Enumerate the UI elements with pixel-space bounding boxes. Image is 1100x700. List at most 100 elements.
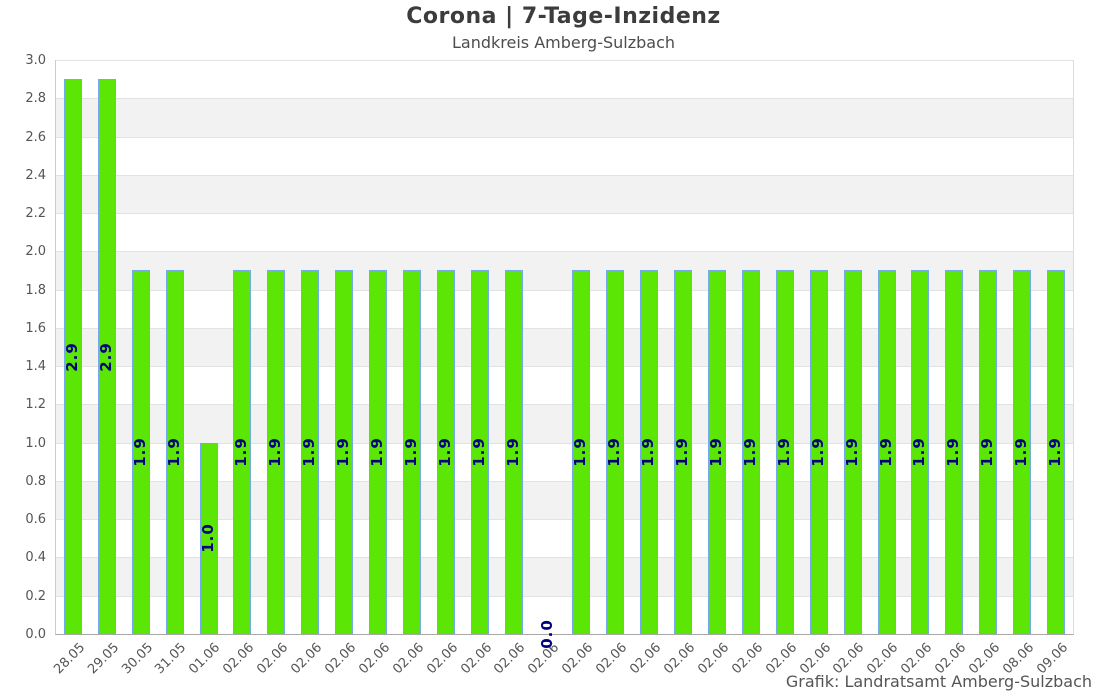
bar: [911, 270, 930, 634]
bar: [402, 270, 421, 634]
bar-value-label: 1.9: [571, 437, 590, 468]
plot-band: [56, 136, 1073, 175]
x-tick-label: 02.06: [220, 640, 258, 678]
bar-value-label: 0.0: [537, 619, 556, 649]
y-tick-label: 2.8: [25, 91, 46, 107]
bar: [674, 270, 693, 634]
bar: [97, 79, 116, 634]
bar: [877, 270, 896, 634]
bar-value-label: 1.9: [842, 437, 861, 468]
bar-value-label: 1.9: [401, 437, 420, 468]
x-tick-label: 29.05: [84, 640, 122, 678]
y-tick-label: 1.6: [25, 320, 46, 336]
plot-band: [56, 289, 1073, 328]
bar: [165, 270, 184, 634]
x-tick-label: 02.06: [661, 640, 699, 678]
bar-value-label: 1.9: [469, 437, 488, 468]
y-tick-label: 2.2: [25, 206, 46, 222]
bar: [131, 270, 150, 634]
bar-value-label: 1.9: [1046, 437, 1065, 468]
x-tick-label: 02.06: [728, 640, 766, 678]
bar: [775, 270, 794, 634]
x-tick-label: 02.06: [627, 640, 665, 678]
bar-value-label: 1.9: [334, 437, 353, 468]
bar-value-label: 1.9: [1012, 437, 1031, 468]
bar: [470, 270, 489, 634]
y-tick-label: 2.4: [25, 167, 46, 183]
bar-value-label: 1.9: [639, 437, 658, 468]
x-tick-label: 31.05: [152, 640, 190, 678]
bar-value-label: 1.9: [707, 437, 726, 468]
bar: [1013, 270, 1032, 634]
bar-value-label: 1.9: [232, 437, 251, 468]
x-tick-label: 02.06: [593, 640, 631, 678]
bar: [436, 270, 455, 634]
plot-band: [56, 557, 1073, 596]
bar-value-label: 1.9: [978, 437, 997, 468]
y-tick-label: 0.6: [25, 512, 46, 528]
bar-value-label: 1.9: [503, 437, 522, 468]
bar: [606, 270, 625, 634]
plot-band: [56, 595, 1073, 634]
plot-band: [56, 480, 1073, 520]
bar: [233, 270, 252, 634]
bar: [843, 270, 862, 634]
y-tick-label: 1.4: [25, 359, 46, 375]
y-tick-label: 0.8: [25, 473, 46, 489]
y-tick-label: 1.0: [25, 435, 46, 451]
bar: [572, 270, 591, 634]
plot-band: [56, 98, 1073, 137]
bar-value-label: 1.9: [774, 437, 793, 468]
bar-value-label: 1.9: [368, 437, 387, 468]
bar-value-label: 1.9: [944, 437, 963, 468]
bar-value-label: 1.9: [808, 437, 827, 468]
bar: [63, 79, 82, 634]
bar: [504, 270, 523, 634]
plot-band: [56, 519, 1073, 558]
bar: [335, 270, 354, 634]
bar-value-label: 1.9: [605, 437, 624, 468]
x-tick-label: 02.06: [457, 640, 495, 678]
bar: [199, 442, 218, 634]
chart-title: Corona | 7-Tage-Inzidenz: [406, 4, 721, 29]
plot-band: [56, 251, 1073, 290]
bar: [640, 270, 659, 634]
bar-value-label: 2.9: [96, 341, 115, 372]
x-tick-label: 02.06: [288, 640, 326, 678]
plot-band: [56, 366, 1073, 405]
y-tick-label: 1.2: [25, 397, 46, 413]
x-tick-label: 02.06: [389, 640, 427, 678]
bar: [945, 270, 964, 634]
plot-band: [56, 213, 1073, 252]
bar: [741, 270, 760, 634]
bar: [1047, 270, 1066, 634]
bar: [809, 270, 828, 634]
chart-subtitle: Landkreis Amberg-Sulzbach: [451, 33, 675, 52]
y-tick-label: 1.8: [25, 282, 46, 298]
bar-value-label: 1.9: [164, 437, 183, 468]
y-tick-label: 2.6: [25, 129, 46, 145]
x-tick-label: 02.06: [423, 640, 461, 678]
bar-value-label: 1.9: [435, 437, 454, 468]
y-tick-label: 0.0: [25, 627, 46, 642]
x-tick-label: 02.06: [491, 640, 529, 678]
attribution-text: Grafik: Landratsamt Amberg-Sulzbach: [785, 672, 1092, 691]
bar: [267, 270, 286, 634]
x-tick-label: 02.06: [695, 640, 732, 678]
x-tick-label: 01.06: [186, 640, 224, 678]
x-tick-label: 30.05: [118, 640, 156, 678]
x-tick-label: 28.05: [50, 640, 88, 678]
plot-band: [56, 442, 1073, 481]
bar: [979, 270, 998, 634]
x-tick-label: 02.06: [356, 640, 393, 678]
bar-value-label: 1.9: [876, 437, 895, 468]
bar-value-label: 1.9: [740, 437, 759, 468]
bar-value-label: 1.9: [130, 437, 149, 468]
y-tick-label: 2.0: [25, 244, 46, 260]
bar-value-label: 1.9: [266, 437, 285, 468]
y-tick-label: 0.2: [25, 588, 46, 604]
plot-area: [55, 60, 1074, 635]
bar-value-label: 2.9: [62, 341, 81, 372]
x-tick-label: 02.06: [322, 640, 360, 678]
